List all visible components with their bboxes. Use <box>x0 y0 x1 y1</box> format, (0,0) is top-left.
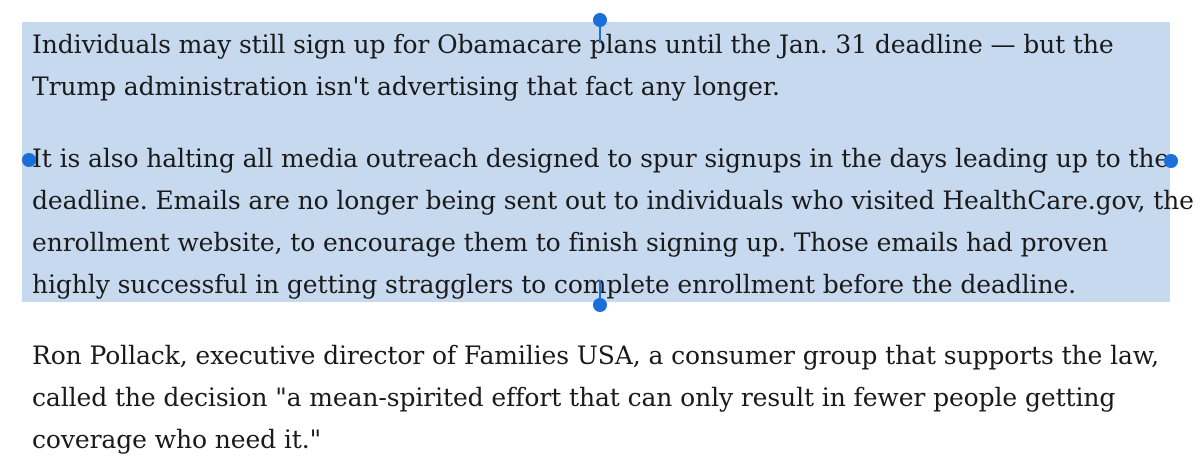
article-paragraph: Individuals may still sign up for Obamac… <box>32 24 1114 108</box>
paragraph-line: It is also halting all media outreach de… <box>32 144 1170 173</box>
paragraph-line: coverage who need it." <box>32 425 321 454</box>
paragraph-line: called the decision "a mean-spirited eff… <box>32 383 1116 412</box>
text-selection-highlight <box>22 22 1170 302</box>
article-paragraph: It is also halting all media outreach de… <box>32 138 1194 306</box>
paragraph-line: highly successful in getting stragglers … <box>32 270 1076 299</box>
paragraph-line: Individuals may still sign up for Obamac… <box>32 30 1114 59</box>
selection-handle-start[interactable] <box>22 153 36 167</box>
selection-handle-top-stem <box>599 25 601 43</box>
article-paragraph: Ron Pollack, executive director of Famil… <box>32 335 1159 461</box>
selection-handle-top[interactable] <box>593 13 607 27</box>
paragraph-line: Ron Pollack, executive director of Famil… <box>32 341 1159 370</box>
paragraph-line: Trump administration isn't advertising t… <box>32 72 780 101</box>
selection-handle-end[interactable] <box>1164 154 1178 168</box>
paragraph-line: deadline. Emails are no longer being sen… <box>32 186 1194 215</box>
selection-handle-bottom[interactable] <box>593 298 607 312</box>
selection-handle-bottom-stem <box>599 280 601 300</box>
paragraph-line: enrollment website, to encourage them to… <box>32 228 1109 257</box>
